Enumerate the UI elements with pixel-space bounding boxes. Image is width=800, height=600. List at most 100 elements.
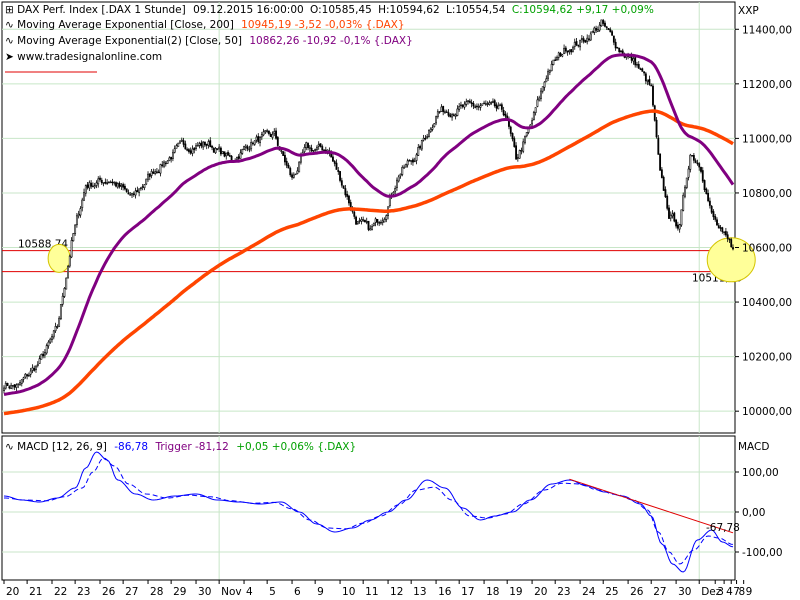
candle-body [367,220,370,230]
header-open: O:10585,45 [310,4,372,16]
candle-body [435,116,437,124]
candle-body [362,219,365,221]
candle-body [10,384,13,389]
candle-body [584,40,587,43]
candle-body [719,227,722,229]
candle-body [458,106,461,110]
candle-body [307,143,309,148]
candle-body [239,152,242,159]
candle-body [275,130,277,139]
candle-body [705,188,708,195]
candle-body [120,185,123,187]
candle-body [397,176,400,182]
candle-body [102,182,105,184]
price-y-tick-label: 10600,00 [742,243,792,255]
header-close: C:10594,62 +9,17 +0,09% [512,4,654,16]
header-line-2: ∿ Moving Average Exponential [Close, 200… [5,19,405,31]
candle-body [166,160,169,164]
candle-body [332,156,334,162]
x-tick-label: 8 [739,586,746,598]
candle-body [497,105,500,110]
candle-body [545,78,548,83]
candle-body [356,221,359,224]
candle-body [673,212,676,222]
candle-body [616,47,619,49]
candle-body [644,73,647,82]
candle-body [191,148,194,154]
candle-body [333,161,336,164]
candle-body [678,224,681,230]
ema50-values: 10862,26 -10,92 -0,1% {.DAX} [249,35,412,47]
candle-body [698,163,701,168]
x-tick-label: 4 [726,586,733,598]
macd-y-axis-title: MACD [738,441,769,453]
candle-body [504,113,507,117]
candle-body [273,131,276,134]
candle-body [730,239,733,248]
candle-body [509,126,512,134]
candle-body [51,336,53,340]
candle-body [381,220,384,223]
candle-body [67,266,69,279]
candle-body [72,233,75,242]
candle-body [195,145,197,150]
candle-body [70,240,73,258]
x-tick-label: 30 [678,586,691,598]
candle-body [177,142,180,147]
candle-body [468,100,471,103]
macd-header: ∿ MACD [12, 26, 9] -86,78 Trigger -81,12… [5,441,356,453]
ema200-line [3,109,734,416]
candle-body [385,215,388,220]
candle-body [687,168,690,178]
candle-body [305,142,308,149]
candle-body [52,330,55,338]
candle-body [207,141,210,146]
candle-body [614,41,617,49]
source-text: www.tradesignalonline.com [17,51,162,63]
candle-body [3,387,5,392]
candle-body [413,160,416,163]
x-tick-label: 20 [534,586,547,598]
candle-body [163,161,165,167]
candle-body [268,130,270,134]
line-icon: ∿ [5,441,17,453]
candle-body [655,119,658,138]
candle-body [518,150,521,159]
candle-body [589,33,592,41]
candle-body [408,159,411,162]
candle-body [260,134,263,138]
candle-body [607,28,610,31]
candle-body [90,182,93,187]
candle-body [107,181,110,184]
candle-body [312,150,315,152]
candle-body [6,382,9,387]
candle-body [534,107,537,113]
candle-body [500,104,503,110]
candle-body [513,138,516,147]
candle-body [308,146,311,149]
candle-body [634,57,637,66]
candle-body [484,103,487,105]
candle-body [171,152,174,159]
price-y-tick-label: 10400,00 [742,297,792,309]
macd-trendline-label: -67,78 [706,522,740,534]
candle-body [676,224,679,229]
candle-body [202,141,205,148]
candle-body [682,194,685,211]
header-timestamp: 09.12.2015 16:00:00 [193,4,304,16]
candle-body [618,48,621,52]
candle-body [230,155,233,161]
x-tick-label: 22 [54,586,67,598]
candle-body [79,208,82,216]
candle-body [424,137,427,140]
candle-body [58,317,61,327]
x-tick-label: 11 [365,586,378,598]
candle-body [668,207,670,219]
x-tick-label: 29 [173,586,186,598]
candle-body [564,47,567,52]
candle-body [680,209,683,226]
candle-body [33,368,36,371]
candle-body [193,147,196,150]
candle-body [636,63,638,66]
candle-body [721,227,724,232]
